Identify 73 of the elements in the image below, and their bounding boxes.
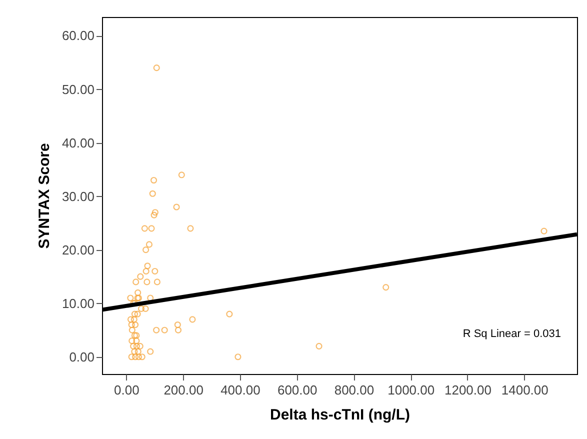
y-tick-label: 50.00	[62, 82, 94, 97]
point	[234, 354, 242, 360]
point	[136, 342, 144, 350]
point	[149, 190, 156, 197]
point	[128, 321, 135, 328]
point	[133, 332, 140, 339]
x-tick-label: 400.00	[220, 382, 260, 398]
point	[128, 326, 136, 334]
point	[178, 172, 185, 178]
point	[150, 176, 158, 184]
point	[131, 310, 138, 318]
point	[130, 316, 138, 323]
point	[128, 338, 136, 344]
point	[127, 316, 134, 323]
point	[132, 278, 140, 286]
y-tick-label: 40.00	[62, 135, 94, 150]
y-tick-label: 10.00	[62, 296, 94, 311]
point	[130, 342, 137, 350]
point	[153, 64, 160, 72]
point	[134, 289, 142, 296]
point	[147, 294, 154, 302]
x-tick-label: 600.00	[277, 382, 318, 398]
point	[132, 321, 139, 328]
point	[134, 348, 142, 355]
point	[142, 268, 150, 275]
x-tick-label: 1400.00	[501, 382, 548, 398]
x-axis-title: Delta hs-cTnI (ng/L)	[270, 406, 410, 424]
point	[142, 246, 150, 254]
point	[142, 305, 149, 312]
point	[144, 278, 150, 286]
point	[132, 354, 139, 360]
y-tick-label: 0.00	[69, 349, 94, 364]
point	[147, 348, 154, 355]
x-tick-label: 800.00	[334, 382, 374, 398]
point	[150, 212, 158, 218]
point	[226, 310, 233, 318]
point	[134, 310, 141, 318]
point	[540, 228, 548, 234]
annotation: R Sq Linear = 0.031	[462, 328, 561, 340]
point	[148, 225, 155, 232]
y-tick-label: 30.00	[62, 188, 94, 204]
y-tick-label: 60.00	[62, 28, 94, 44]
point	[133, 338, 140, 344]
point	[173, 204, 180, 210]
point	[137, 273, 144, 280]
point	[187, 225, 194, 232]
point	[152, 209, 158, 216]
point	[152, 268, 158, 275]
y-axis-title: SYNTAX Score	[36, 143, 53, 249]
point	[141, 225, 148, 232]
point	[131, 332, 138, 339]
point	[133, 342, 140, 350]
point	[153, 326, 160, 334]
point	[131, 348, 138, 355]
point	[316, 342, 322, 350]
point	[174, 321, 181, 328]
x-tick-label: 1200.00	[444, 382, 492, 398]
point	[174, 326, 182, 334]
point	[144, 262, 151, 270]
x-tick-label: 200.00	[164, 382, 204, 398]
point	[189, 316, 196, 323]
point	[382, 284, 390, 291]
point	[127, 294, 134, 302]
point	[135, 354, 142, 360]
point	[138, 305, 145, 312]
x-tick-label: 0.00	[114, 382, 140, 398]
point	[128, 354, 135, 360]
x-tick-label: 1000.00	[388, 382, 435, 398]
y-tick-label: 20.00	[62, 242, 94, 258]
point	[161, 326, 168, 334]
point	[154, 278, 160, 286]
point	[138, 354, 146, 360]
point	[146, 241, 153, 248]
